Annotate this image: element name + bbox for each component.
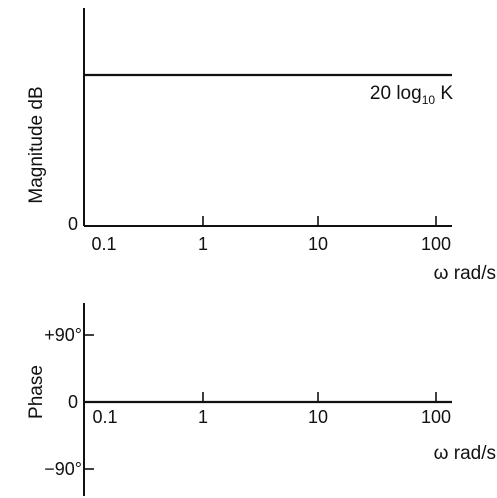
magnitude-x-tick-label-1: 1 bbox=[198, 234, 208, 254]
magnitude-x-tick-label-100: 100 bbox=[421, 234, 451, 254]
phase-x-tick-label-100: 100 bbox=[421, 407, 451, 427]
phase-x-tick-label-0-1: 0.1 bbox=[92, 407, 117, 427]
phase-y-axis-label: Phase bbox=[26, 365, 47, 419]
phase-x-tick-label-1: 1 bbox=[198, 407, 208, 427]
magnitude-x-axis-label: ω rad/s bbox=[434, 263, 496, 284]
phase-y-tick-label-minus-90: −90° bbox=[44, 459, 82, 479]
magnitude-annotation: 20 log10 K bbox=[370, 83, 453, 107]
magnitude-y-axis-label: Magnitude dB bbox=[26, 86, 47, 203]
phase-plot: 0.1 1 10 100 +90° 0 −90° Phase ω rad/s bbox=[26, 303, 496, 496]
phase-y-tick-label-0: 0 bbox=[68, 392, 78, 412]
magnitude-x-tick-label-10: 10 bbox=[308, 234, 328, 254]
phase-x-axis-label: ω rad/s bbox=[434, 443, 496, 464]
magnitude-plot: 20 log10 K 0.1 1 10 100 0 Magnitude dB ω… bbox=[26, 8, 496, 284]
magnitude-y-tick-label-0: 0 bbox=[68, 214, 78, 234]
phase-x-tick-label-10: 10 bbox=[308, 407, 328, 427]
phase-y-tick-label-plus-90: +90° bbox=[44, 325, 82, 345]
magnitude-x-tick-label-0-1: 0.1 bbox=[91, 234, 116, 254]
